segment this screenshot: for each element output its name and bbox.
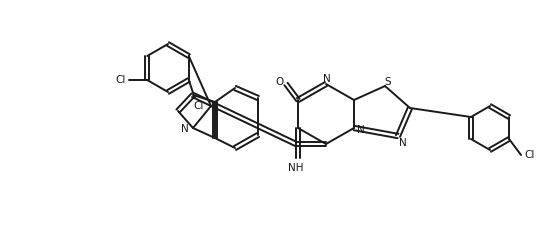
Text: S: S xyxy=(384,77,391,87)
Text: N: N xyxy=(357,125,365,135)
Text: O: O xyxy=(275,77,283,87)
Text: NH: NH xyxy=(288,163,304,173)
Text: N: N xyxy=(323,74,331,84)
Text: Cl: Cl xyxy=(525,150,535,160)
Text: N: N xyxy=(181,124,189,134)
Text: N: N xyxy=(399,138,407,148)
Text: Cl: Cl xyxy=(194,101,204,111)
Text: Cl: Cl xyxy=(115,75,126,85)
